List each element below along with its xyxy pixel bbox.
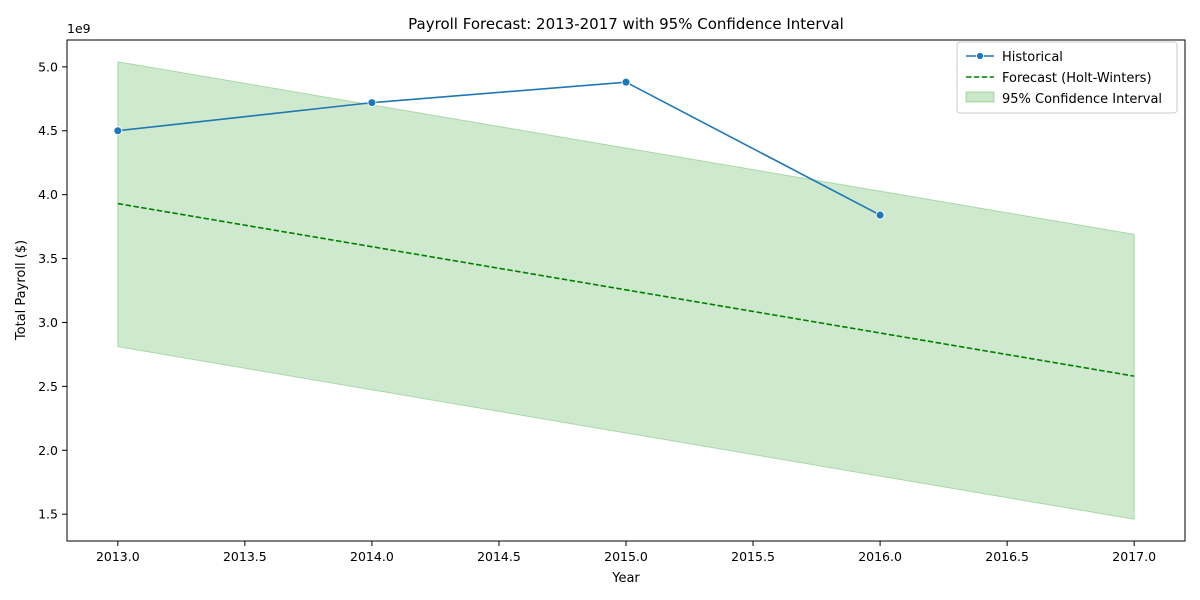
y-tick-label: 4.0 [38,187,58,202]
legend-historical-marker [976,52,984,60]
y-tick-label: 5.0 [38,59,58,74]
y-axis-title: Total Payroll ($) [14,240,29,341]
legend-ci-label: 95% Confidence Interval [1002,92,1162,107]
legend-forecast-label: Forecast (Holt-Winters) [1002,71,1152,86]
y-axis: 1.5 2.0 2.5 3.0 3.5 4.0 4.5 5.0 [38,59,67,522]
series-line-historical [117,81,881,216]
chart-title: Payroll Forecast: 2013-2017 with 95% Con… [408,15,844,33]
legend-historical-label: Historical [1002,50,1063,65]
x-tick-label: 2017.0 [1112,549,1156,564]
x-tick-label: 2015.0 [604,549,648,564]
legend-ci-swatch [965,91,995,103]
historical-point [875,210,885,220]
y-tick-label: 1.5 [38,507,58,522]
x-tick-label: 2014.5 [477,549,521,564]
x-tick-label: 2016.5 [985,549,1029,564]
historical-point [621,77,631,87]
series-line-forecast [117,202,1135,377]
x-axis-title: Year [611,571,640,586]
x-tick-label: 2015.5 [731,549,775,564]
y-tick-label: 2.5 [38,379,58,394]
x-tick-label: 2013.5 [223,549,267,564]
x-tick-label: 2014.0 [350,549,394,564]
historical-point [367,98,377,108]
y-axis-offset-label: 1e9 [67,21,91,36]
x-axis: 2013.0 2013.5 2014.0 2014.5 2015.0 2015.5 2016… [96,541,1156,564]
legend: Historical Forecast (Holt-Winters) 95% C… [956,41,1178,114]
y-tick-label: 3.0 [38,315,58,330]
historical-point [113,126,123,136]
y-tick-label: 4.5 [38,123,58,138]
x-tick-label: 2016.0 [858,549,902,564]
series-layer [113,77,1135,377]
legend-box [956,41,1178,114]
y-tick-label: 3.5 [38,251,58,266]
y-tick-label: 2.0 [38,443,58,458]
x-tick-label: 2013.0 [96,549,140,564]
